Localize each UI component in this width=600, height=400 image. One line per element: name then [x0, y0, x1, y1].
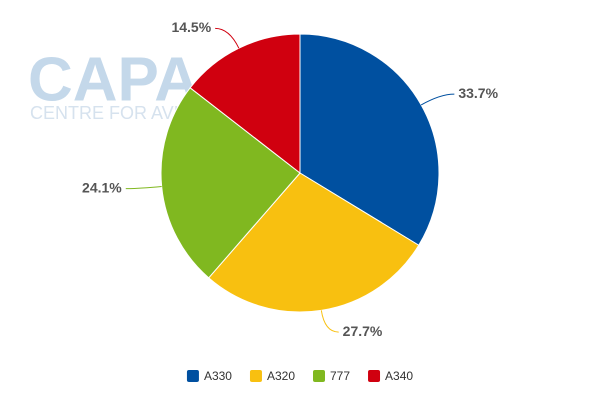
leader-line — [215, 27, 240, 49]
watermark: CAPA — [28, 45, 199, 114]
leader-line — [125, 186, 162, 190]
legend-swatch — [313, 370, 325, 382]
legend-label: 777 — [330, 369, 350, 383]
legend-label: A340 — [385, 369, 413, 383]
pie-slice — [208, 172, 420, 313]
legend-swatch — [368, 370, 381, 382]
legend-label: A320 — [267, 369, 295, 383]
value-label: 14.5% — [171, 19, 211, 35]
legend-swatch — [249, 370, 262, 382]
leader-line — [420, 93, 455, 106]
pie-slice — [189, 33, 301, 175]
leader-line — [320, 310, 339, 333]
legend-label: A330 — [204, 369, 232, 383]
value-label: 24.1% — [82, 179, 122, 195]
value-label: 27.7% — [343, 323, 383, 339]
value-label: 33.7% — [458, 85, 498, 101]
legend-swatch — [186, 370, 199, 382]
